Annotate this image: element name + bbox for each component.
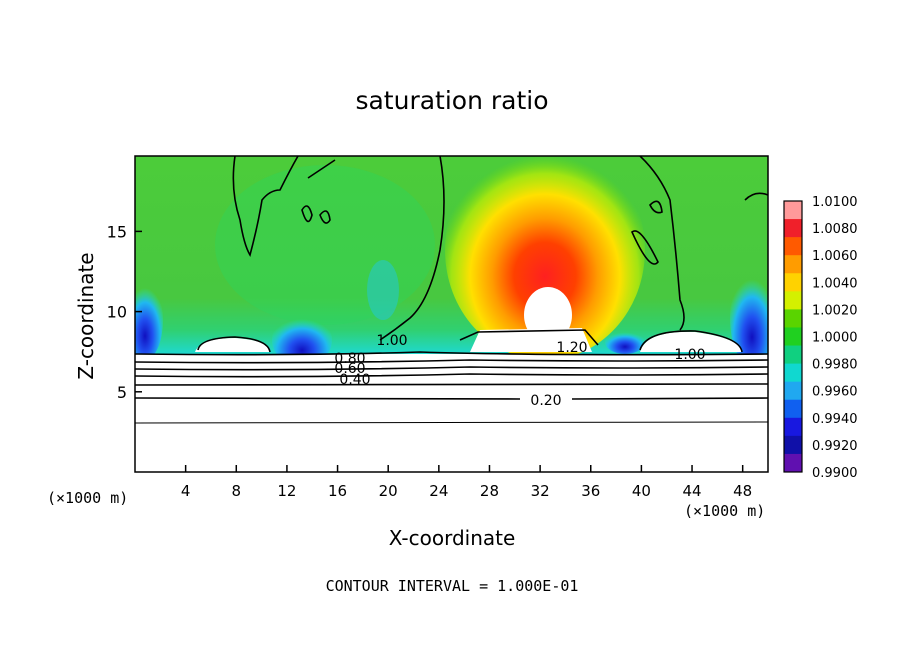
colorbar-swatch (784, 291, 802, 310)
contour-line (232, 156, 299, 258)
colorbar-tick-label: 0.9900 (812, 466, 858, 481)
colorbar-swatch (784, 345, 802, 365)
colorbar: 1.0100 1.0080 1.0060 1.0040 1.0020 1.0000 0.99… (783, 195, 858, 481)
contour-line (197, 336, 271, 353)
contour-label: 0.20 (530, 393, 561, 409)
supersaturated-core (445, 156, 645, 360)
x-unit-label: (×1000 m) (684, 502, 766, 520)
colorbar-swatch (784, 237, 802, 256)
colorbar-swatch (784, 273, 802, 292)
x-tick-group: 4 8 12 16 20 24 28 32 36 40 44 48 (181, 465, 752, 500)
colorbar-tick-label: 1.0060 (812, 249, 858, 264)
y-axis-label: Z-coordinate (74, 252, 98, 380)
colorbar-frame (783, 200, 803, 473)
contour-line (135, 366, 768, 371)
colorbar-tick-label: 1.0020 (812, 303, 858, 318)
colorbar-swatch (784, 399, 802, 419)
colorbar-tick-label: 1.0100 (812, 195, 858, 210)
contour-line (135, 383, 768, 386)
colorbar-tick-label: 1.0040 (812, 276, 858, 291)
x-tick-label: 40 (632, 482, 651, 500)
contour-line (744, 192, 768, 201)
colorbar-swatch (784, 435, 802, 455)
contour-line (135, 397, 768, 400)
colorbar-swatch (784, 327, 802, 347)
y-tick-label: 10 (107, 303, 127, 322)
x-tick-label: 32 (531, 482, 550, 500)
contour-line (459, 329, 599, 346)
x-tick-label: 36 (581, 482, 600, 500)
x-tick-label: 48 (733, 482, 752, 500)
contour-line (135, 373, 768, 378)
contour-line (135, 351, 768, 356)
x-tick-label: 28 (480, 482, 499, 500)
y-tick-group: 5 10 15 (107, 222, 142, 402)
colorbar-tick-label: 1.0080 (812, 222, 858, 237)
contour-label: 1.20 (556, 340, 587, 356)
contour-line (135, 359, 768, 364)
contour-label: 1.00 (376, 333, 407, 349)
contour-label-group: 1.00 1.20 1.00 0.80 0.60 0.40 0.20 (334, 333, 705, 409)
lower-domain (135, 354, 768, 472)
chart-title: saturation ratio (355, 86, 549, 115)
contour-label: 0.60 (334, 361, 365, 377)
contour-line (135, 421, 768, 424)
contour-lines (135, 156, 768, 424)
x-unit-label: (×1000 m) (47, 489, 129, 507)
colorbar-swatch (784, 309, 802, 328)
y-tick-label: 5 (117, 383, 127, 402)
x-tick-label: 20 (379, 482, 398, 500)
x-tick-label: 12 (277, 482, 296, 500)
contour-line (307, 159, 336, 179)
colorbar-swatch (784, 201, 802, 220)
colorbar-swatch (784, 453, 802, 473)
contour-line (319, 210, 331, 224)
contour-line (639, 156, 685, 331)
colorbar-tick-label: 0.9920 (812, 439, 858, 454)
x-tick-label: 44 (682, 482, 701, 500)
x-tick-label: 16 (328, 482, 347, 500)
x-tick-label: 8 (232, 482, 242, 500)
x-tick-label: 4 (181, 482, 191, 500)
colorbar-swatch (784, 381, 802, 401)
plot-frame (134, 155, 769, 473)
contour-label: 0.40 (339, 372, 370, 388)
colorbar-tick-label: 1.0000 (812, 331, 858, 346)
colorbar-swatch (784, 363, 802, 383)
colorbar-tick-label: 0.9980 (812, 358, 858, 373)
contour-label: 0.80 (334, 351, 365, 367)
contour-line (649, 200, 663, 214)
contour-line (379, 156, 445, 341)
y-tick-label: 15 (107, 222, 127, 241)
contour-label: 1.00 (674, 347, 705, 363)
colorbar-swatch (784, 255, 802, 274)
contour-line (301, 205, 313, 223)
colorbar-swatch (784, 219, 802, 238)
contour-line (639, 330, 743, 353)
colorbar-tick-label: 0.9940 (812, 412, 858, 427)
contour-interval-note: CONTOUR INTERVAL = 1.000E-01 (325, 577, 579, 595)
colorbar-swatch (784, 417, 802, 437)
heatmap-field (135, 156, 768, 472)
x-axis-label: X-coordinate (388, 526, 516, 550)
contour-line (631, 230, 659, 265)
colorbar-tick-label: 0.9960 (812, 385, 858, 400)
x-tick-label: 24 (429, 482, 448, 500)
